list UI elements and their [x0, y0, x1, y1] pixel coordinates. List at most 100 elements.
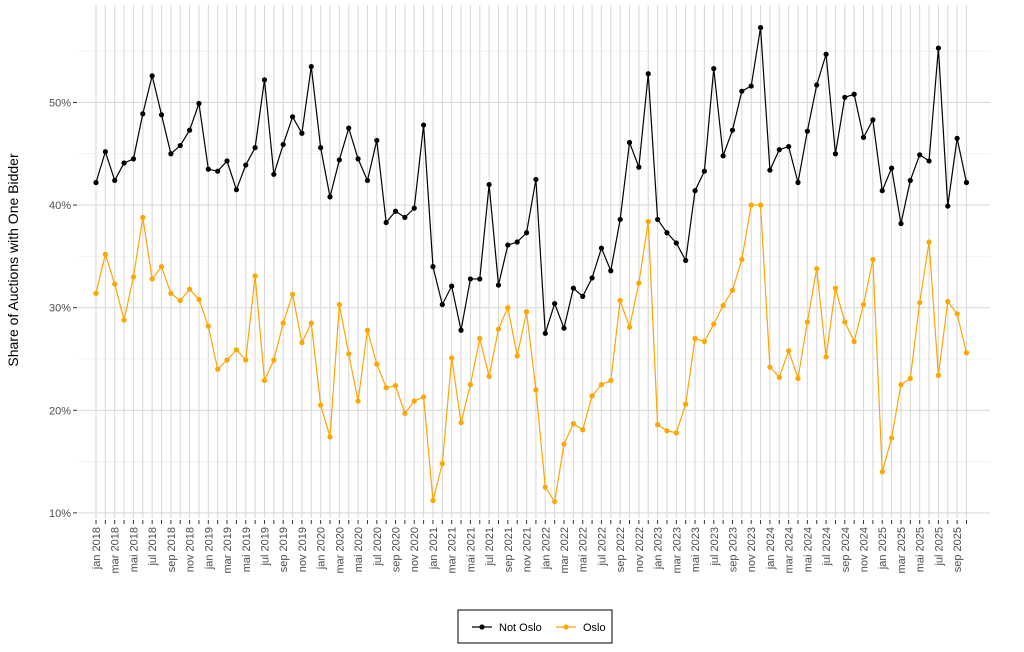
data-point-not-oslo	[945, 203, 951, 209]
data-point-not-oslo	[374, 137, 380, 144]
data-point-oslo	[383, 385, 389, 391]
data-point-oslo	[860, 301, 867, 308]
x-tick-label: mai 2021	[465, 527, 477, 572]
data-point-not-oslo	[411, 205, 417, 211]
data-point-not-oslo	[130, 156, 137, 162]
data-point-not-oslo	[392, 208, 399, 214]
data-point-not-oslo	[421, 122, 427, 128]
data-point-oslo	[917, 299, 923, 306]
x-tick-label: mar 2023	[671, 527, 683, 573]
legend-key-not-oslo-point	[479, 624, 485, 630]
x-tick-label: mai 2020	[353, 527, 365, 572]
x-tick-label: jul 2022	[596, 527, 608, 567]
data-point-not-oslo	[486, 181, 492, 188]
data-point-not-oslo	[318, 145, 324, 151]
data-point-oslo	[935, 372, 942, 378]
data-point-oslo	[683, 401, 689, 407]
legend-label-oslo: Oslo	[583, 622, 606, 634]
data-point-oslo	[364, 327, 371, 333]
legend-label-not-oslo: Not Oslo	[499, 622, 542, 634]
data-point-not-oslo	[280, 141, 286, 148]
x-tick-label: mai 2023	[690, 527, 702, 572]
data-point-not-oslo	[673, 240, 679, 246]
data-point-not-oslo	[692, 188, 698, 194]
data-point-oslo	[505, 305, 511, 311]
data-point-oslo	[102, 251, 108, 257]
data-point-oslo	[215, 366, 221, 372]
x-tick-label: sep 2025	[952, 527, 964, 572]
data-point-not-oslo	[701, 168, 708, 174]
data-point-not-oslo	[823, 51, 829, 57]
x-tick-label: sep 2019	[278, 527, 290, 572]
x-tick-label: mai 2024	[802, 527, 814, 572]
data-point-not-oslo	[458, 327, 464, 333]
data-point-oslo	[355, 398, 361, 404]
data-point-oslo	[729, 287, 736, 293]
x-tick-label: nov 2022	[634, 527, 646, 572]
x-tick-label: jul 2021	[484, 527, 496, 567]
x-tick-label: jan 2019	[203, 527, 215, 570]
x-tick-label: nov 2024	[859, 527, 871, 572]
data-point-not-oslo	[299, 130, 305, 136]
data-point-not-oslo	[205, 166, 211, 172]
data-point-oslo	[776, 374, 782, 381]
data-point-oslo	[692, 335, 698, 342]
data-point-oslo	[140, 214, 146, 220]
data-point-not-oslo	[327, 194, 333, 200]
data-point-oslo	[664, 428, 670, 434]
data-point-oslo	[458, 419, 464, 426]
data-point-not-oslo	[954, 135, 960, 141]
data-point-oslo	[879, 469, 885, 475]
x-tick-label: sep 2021	[503, 527, 515, 572]
data-point-not-oslo	[158, 112, 165, 118]
x-axis-ticks: jan 2018 mar 2018 mai 2018 jul 2018 sep 2018…	[91, 520, 967, 573]
x-tick-label: sep 2024	[840, 527, 852, 572]
data-point-not-oslo	[832, 151, 839, 157]
y-axis-title: Share of Auctions with One Bidder	[5, 153, 21, 367]
data-point-not-oslo	[739, 88, 745, 94]
data-point-not-oslo	[102, 149, 108, 155]
data-point-not-oslo	[215, 168, 221, 174]
data-point-not-oslo	[552, 300, 558, 307]
data-point-oslo	[636, 280, 642, 286]
data-point-not-oslo	[224, 158, 230, 164]
data-point-not-oslo	[93, 179, 99, 186]
data-point-not-oslo	[580, 293, 586, 299]
data-point-not-oslo	[889, 165, 895, 171]
data-point-not-oslo	[898, 220, 904, 227]
x-tick-label: sep 2018	[166, 527, 178, 572]
data-point-not-oslo	[308, 63, 314, 70]
data-point-not-oslo	[140, 111, 146, 117]
data-point-oslo	[318, 402, 324, 408]
data-point-not-oslo	[168, 151, 174, 157]
data-point-oslo	[280, 320, 286, 326]
data-point-not-oslo	[804, 128, 810, 134]
data-point-not-oslo	[477, 276, 483, 282]
data-point-not-oslo	[542, 330, 548, 336]
data-point-not-oslo	[748, 83, 754, 89]
data-point-not-oslo	[664, 230, 670, 236]
data-point-oslo	[552, 498, 558, 505]
data-point-oslo	[149, 276, 155, 282]
x-tick-label: mar 2020	[334, 527, 346, 573]
data-point-oslo	[673, 430, 679, 436]
data-point-not-oslo	[907, 177, 913, 184]
data-point-not-oslo	[243, 162, 249, 168]
data-point-oslo	[870, 256, 876, 263]
data-point-oslo	[421, 394, 427, 400]
data-point-not-oslo	[926, 158, 932, 164]
data-point-oslo	[392, 383, 399, 389]
data-point-oslo	[308, 320, 314, 326]
data-point-not-oslo	[289, 114, 296, 120]
data-point-oslo	[158, 264, 165, 270]
data-point-oslo	[93, 290, 99, 296]
data-point-oslo	[121, 317, 127, 323]
data-point-oslo	[224, 357, 230, 363]
data-point-oslo	[795, 375, 801, 382]
data-point-oslo	[187, 286, 193, 292]
data-point-not-oslo	[860, 134, 867, 140]
data-point-oslo	[467, 382, 473, 388]
data-point-not-oslo	[917, 152, 923, 158]
legend: Not Oslo Oslo	[457, 609, 613, 644]
data-point-not-oslo	[842, 94, 848, 100]
